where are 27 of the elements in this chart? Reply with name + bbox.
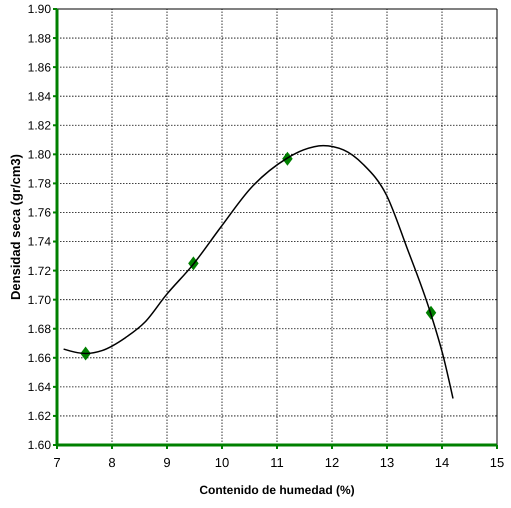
y-tick-label: 1.84: [28, 89, 52, 104]
x-tick-label: 8: [108, 455, 116, 470]
x-tick-label: 10: [214, 455, 230, 470]
y-tick-label: 1.78: [28, 176, 52, 191]
x-axis-title: Contenido de humedad (%): [199, 483, 355, 497]
y-tick-label: 1.64: [28, 380, 52, 394]
y-tick-label: 1.76: [28, 206, 52, 220]
y-tick-label: 1.60: [28, 438, 52, 452]
y-tick-label: 1.62: [28, 409, 52, 424]
y-tick-label: 1.66: [28, 351, 52, 365]
x-tick-label: 9: [163, 455, 171, 470]
y-tick-label: 1.74: [28, 234, 52, 249]
y-tick-label: 1.82: [28, 118, 52, 132]
y-axis-title: Densidad seca (gr/cm3): [8, 154, 23, 300]
y-tick-label: 1.90: [28, 2, 52, 16]
x-tick-label: 11: [270, 455, 284, 470]
x-tick-label: 15: [490, 455, 504, 470]
y-tick-label: 1.86: [28, 60, 52, 74]
x-tick-label: 14: [434, 455, 450, 470]
x-tick-label: 13: [380, 455, 394, 470]
y-tick-label: 1.80: [28, 148, 52, 162]
y-tick-label: 1.88: [28, 31, 52, 46]
x-tick-label: 12: [324, 455, 340, 470]
y-tick-label: 1.68: [28, 322, 52, 336]
x-tick-label: 7: [53, 455, 61, 470]
y-tick-label: 1.72: [28, 264, 52, 278]
y-tick-label: 1.70: [28, 292, 52, 307]
